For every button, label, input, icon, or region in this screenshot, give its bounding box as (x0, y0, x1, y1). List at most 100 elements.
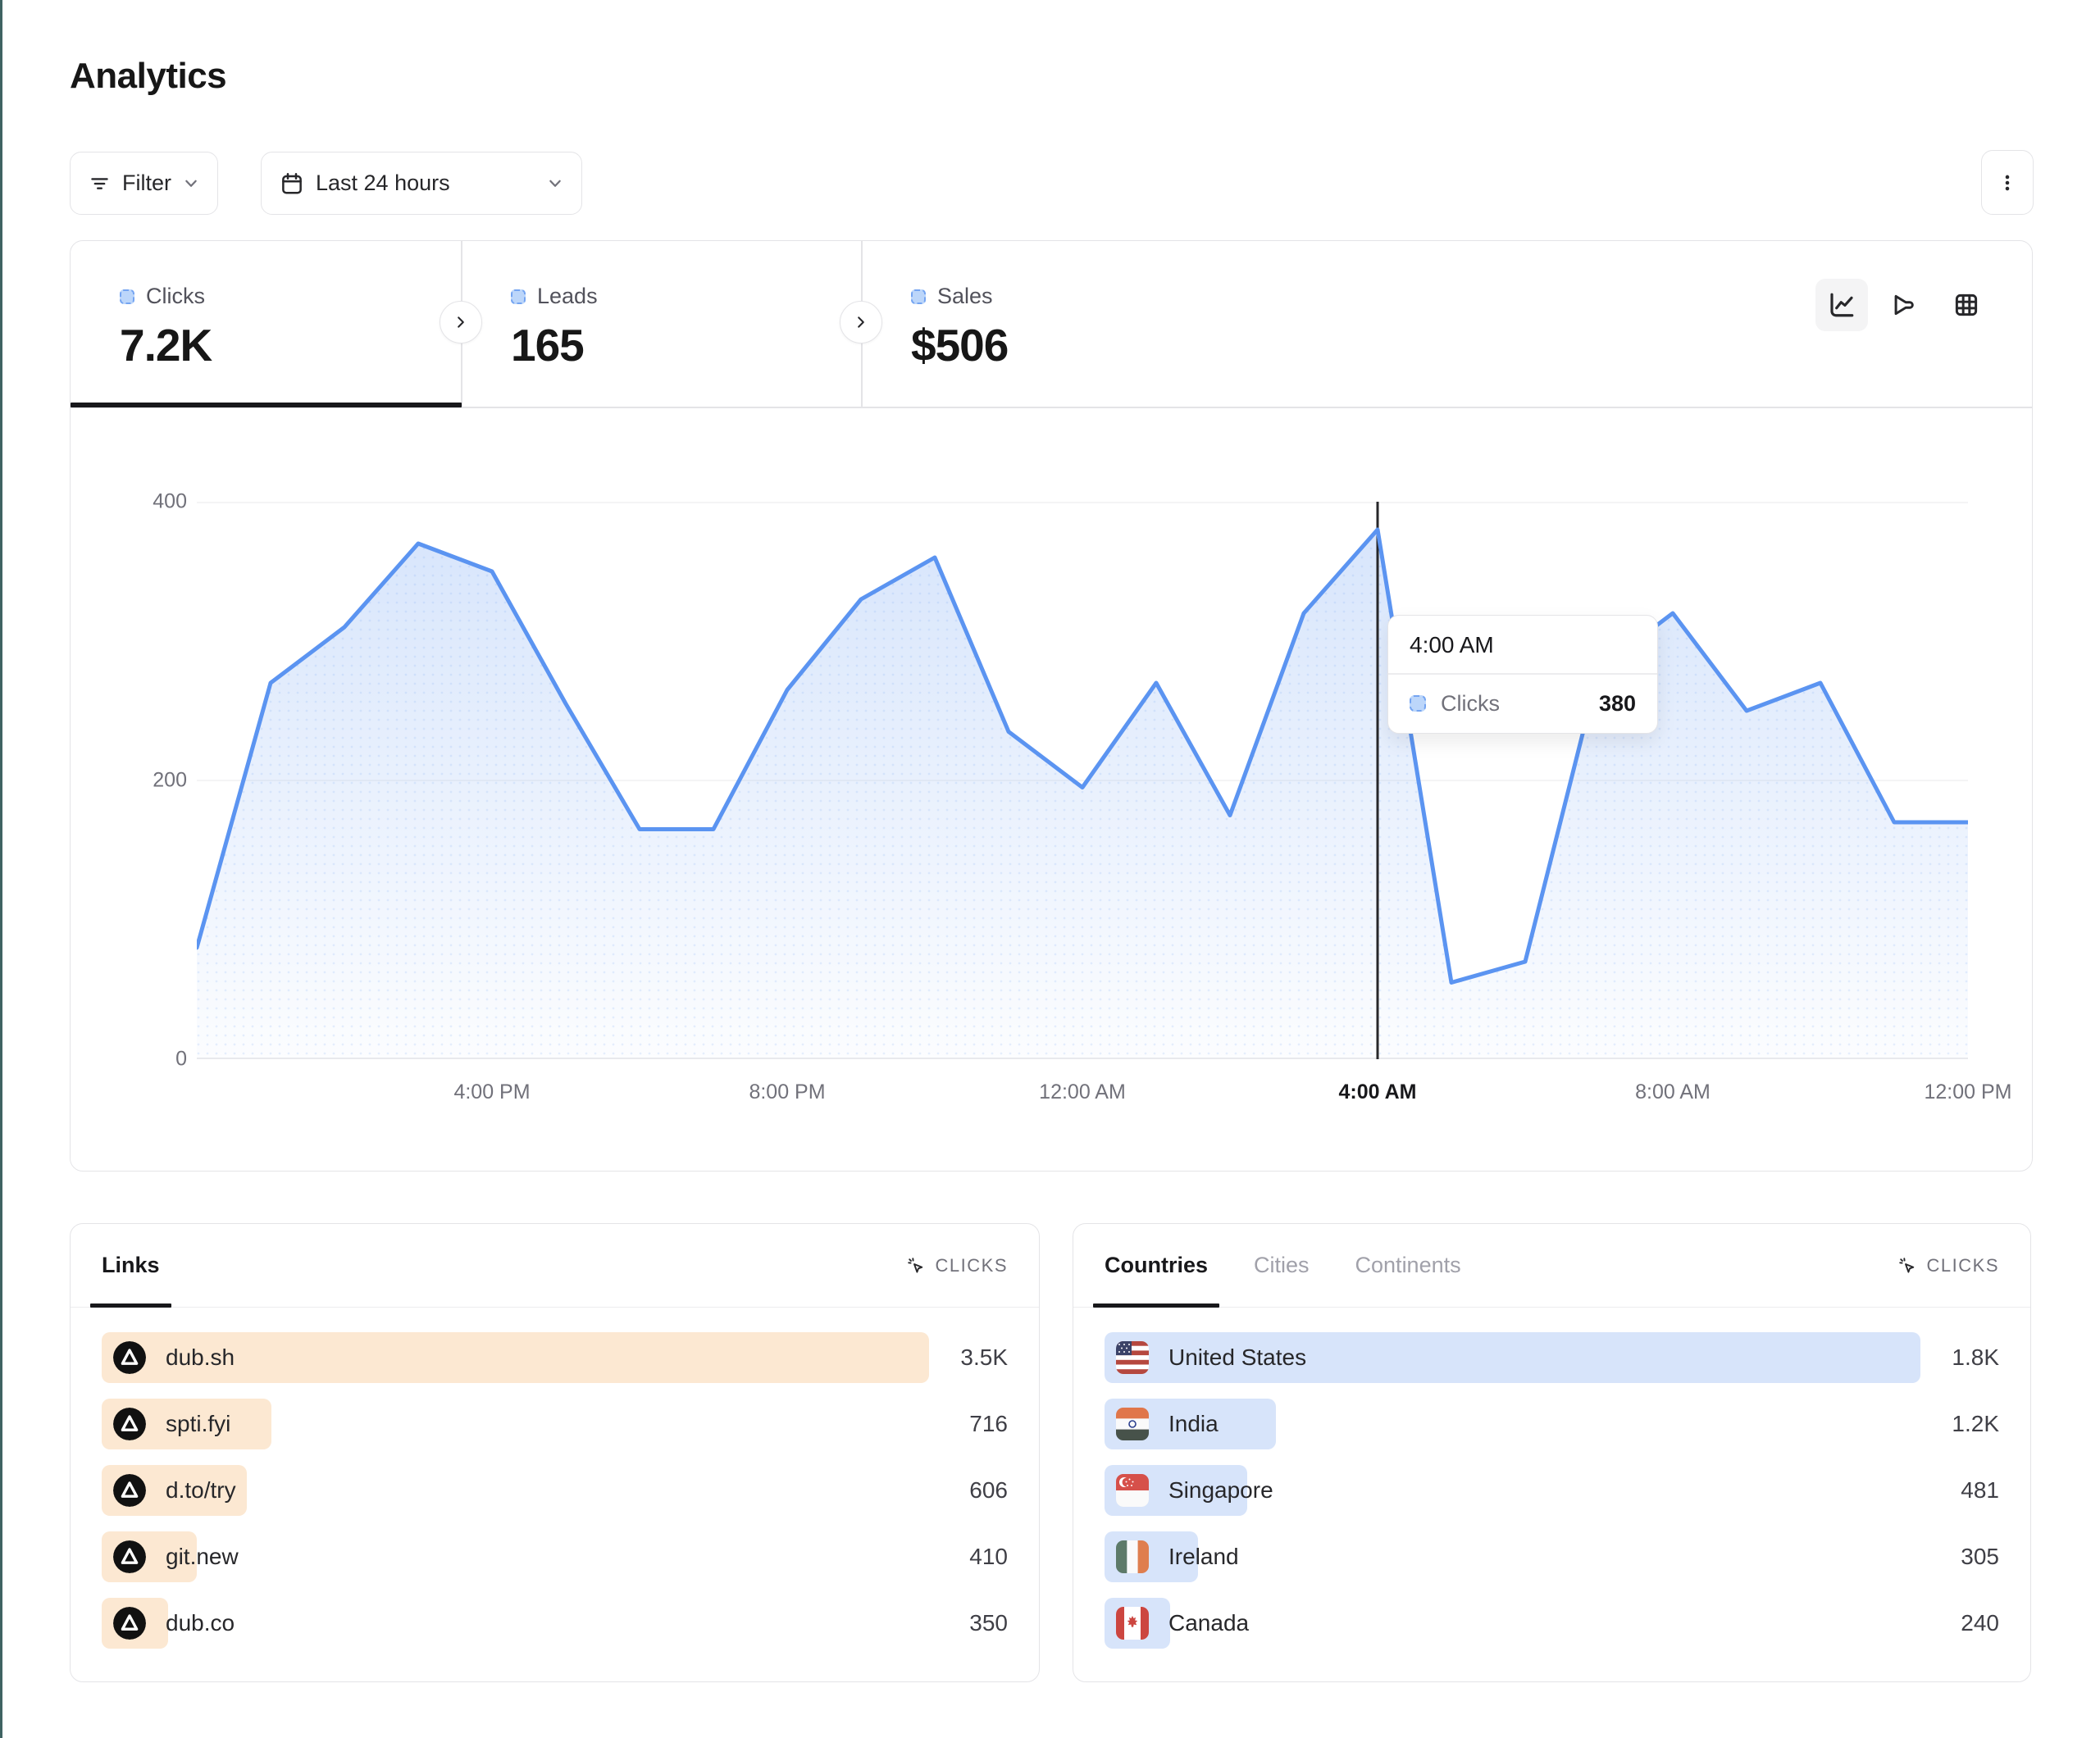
row-value: 3.5K (960, 1344, 1008, 1370)
row-value: 606 (969, 1477, 1008, 1503)
row-value: 350 (969, 1610, 1008, 1636)
bar-zone: Singapore (1105, 1465, 1920, 1516)
view-toggle-table[interactable] (1940, 279, 1993, 331)
x-tick-label: 8:00 PM (749, 1081, 826, 1103)
row-label: spti.fyi (166, 1411, 231, 1436)
y-tick-label: 400 (153, 489, 187, 513)
us-flag (1116, 1341, 1149, 1374)
links-tabs: Links (90, 1224, 171, 1308)
tab-cities[interactable]: Cities (1254, 1253, 1310, 1277)
metric-label: CLICKS (1926, 1254, 1999, 1276)
bar-zone: dub.co (102, 1598, 929, 1649)
ireland-flag (1116, 1540, 1149, 1573)
bar-zone: Ireland (1105, 1531, 1920, 1582)
cursor-click-icon (906, 1256, 926, 1276)
cursor-click-icon (1897, 1256, 1917, 1276)
links-metric-header[interactable]: CLICKS (906, 1255, 1008, 1276)
expand-leads-button[interactable] (840, 301, 882, 344)
filter-icon (89, 172, 111, 194)
canada-flag (1116, 1607, 1149, 1640)
list-item[interactable]: dub.co 350 (102, 1598, 1008, 1649)
table-icon (1952, 291, 1980, 319)
list-item[interactable]: India 1.2K (1105, 1399, 1999, 1449)
list-item[interactable]: Canada 240 (1105, 1598, 1999, 1649)
clicks-legend-swatch (120, 289, 134, 304)
links-panel: Links CLICKS dub.sh 3.5K spti.fyi 716 d.to/t… (70, 1223, 1040, 1682)
clicks-line (197, 527, 1968, 985)
stat-tab-clicks[interactable]: Clicks 7.2K (71, 241, 461, 407)
row-label: India (1168, 1411, 1219, 1436)
window-edge-accent (0, 0, 2, 1738)
value-bar (1105, 1332, 1920, 1383)
row-label: United States (1168, 1344, 1307, 1370)
tooltip-divider (1388, 673, 1657, 675)
list-item[interactable]: Ireland 305 (1105, 1531, 1999, 1582)
row-label: dub.co (166, 1610, 235, 1636)
sales-legend-swatch (911, 289, 926, 304)
filter-button-label: Filter (122, 171, 171, 195)
list-item[interactable]: United States 1.8K (1105, 1332, 1999, 1383)
row-label: Ireland (1168, 1544, 1239, 1569)
stat-value: 7.2K (120, 320, 212, 371)
tooltip-series-label: Clicks (1441, 690, 1500, 716)
stat-value: $506 (911, 320, 1009, 371)
geo-list: United States 1.8K India 1.2K Singapore 481 Ir… (1105, 1332, 1999, 1664)
row-value: 1.2K (1952, 1411, 1999, 1436)
row-value: 305 (1961, 1544, 1999, 1569)
row-value: 410 (969, 1544, 1008, 1569)
chevron-right-icon (453, 315, 468, 330)
calendar-icon (280, 171, 304, 196)
list-item[interactable]: git.new 410 (102, 1531, 1008, 1582)
list-item[interactable]: dub.sh 3.5K (102, 1332, 1008, 1383)
bar-zone: Canada (1105, 1598, 1920, 1649)
chart-tooltip: 4:00 AM Clicks 380 (1387, 615, 1658, 734)
dub-favicon (113, 1341, 146, 1374)
x-tick-label: 8:00 AM (1635, 1081, 1711, 1103)
bar-zone: git.new (102, 1531, 929, 1582)
list-item[interactable]: Singapore 481 (1105, 1465, 1999, 1516)
india-flag (1116, 1408, 1149, 1440)
list-item[interactable]: spti.fyi 716 (102, 1399, 1008, 1449)
x-tick-label: 12:00 AM (1039, 1081, 1126, 1103)
bar-zone: d.to/try (102, 1465, 929, 1516)
bar-zone: India (1105, 1399, 1920, 1449)
x-tick-label: 12:00 PM (1924, 1081, 2012, 1103)
stat-tab-leads[interactable]: Leads 165 (462, 241, 861, 407)
geo-tabs: Countries Cities Continents (1092, 1224, 1461, 1308)
bar-zone: spti.fyi (102, 1399, 929, 1449)
funnel-icon (1890, 291, 1918, 319)
y-tick-label: 0 (175, 1047, 187, 1071)
expand-clicks-button[interactable] (440, 301, 482, 344)
geo-panel: Countries Cities Continents CLICKS United … (1073, 1223, 2031, 1682)
view-toggle-funnel[interactable] (1878, 279, 1930, 331)
line-chart-icon (1827, 290, 1856, 320)
singapore-flag (1116, 1474, 1149, 1507)
stat-label: Leads (537, 284, 598, 308)
tab-continents[interactable]: Continents (1355, 1253, 1461, 1277)
stat-label: Clicks (146, 284, 205, 308)
row-value: 240 (1961, 1610, 1999, 1636)
geo-metric-header[interactable]: CLICKS (1897, 1255, 1999, 1276)
dub-favicon (113, 1607, 146, 1640)
bar-zone: dub.sh (102, 1332, 929, 1383)
list-item[interactable]: d.to/try 606 (102, 1465, 1008, 1516)
date-range-label: Last 24 hours (316, 171, 450, 195)
date-range-button[interactable]: Last 24 hours (261, 152, 582, 215)
view-toggle-line-chart[interactable] (1815, 279, 1868, 331)
chevron-right-icon (854, 315, 868, 330)
stat-tab-sales[interactable]: Sales $506 (862, 241, 1354, 407)
stat-value: 165 (511, 320, 585, 371)
value-bar (102, 1332, 929, 1383)
more-menu-button[interactable] (1981, 150, 2034, 215)
row-label: Singapore (1168, 1477, 1273, 1503)
clicks-area-chart[interactable] (197, 502, 1968, 1059)
dub-favicon (113, 1474, 146, 1507)
filter-button[interactable]: Filter (70, 152, 218, 215)
chevron-down-icon (183, 175, 199, 192)
row-value: 716 (969, 1411, 1008, 1436)
dub-favicon (113, 1540, 146, 1573)
stats-bottom-divider (71, 407, 2032, 408)
tab-countries[interactable]: Countries (1092, 1224, 1220, 1308)
tab-links[interactable]: Links (90, 1224, 171, 1308)
